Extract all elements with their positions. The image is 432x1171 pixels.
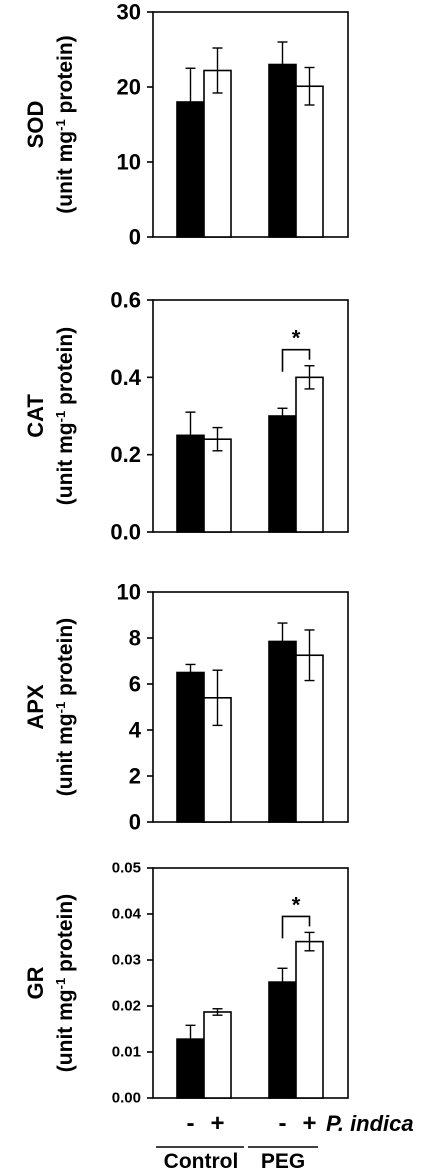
y-tick-label: 0.6: [110, 288, 141, 313]
significance-label: *: [292, 892, 301, 917]
plot-frame: [152, 11, 349, 238]
y-tick-label: 10: [117, 150, 141, 175]
significance-bracket: *: [281, 892, 311, 939]
error-bar: [185, 1024, 196, 1054]
plot-frame: [152, 591, 349, 823]
y-axis-title: GR: [23, 966, 48, 999]
error-bar: [185, 663, 196, 682]
error-bar: [212, 47, 223, 94]
y-tick-label: 0.04: [112, 906, 142, 923]
y-tick-label: 0.03: [112, 952, 141, 969]
bar-plus-control: [203, 1011, 232, 1099]
y-axis-unit: (unit mg-1 protein): [53, 894, 78, 1072]
bar-plus-peg: [295, 376, 324, 533]
y-tick-label: 0.05: [112, 860, 141, 877]
y-tick-label: 4: [129, 718, 142, 743]
significance-bracket: *: [281, 326, 311, 372]
error-bar: [277, 622, 288, 661]
error-bar: [304, 66, 315, 106]
error-bar: [277, 407, 288, 425]
error-bar: [212, 426, 223, 452]
y-tick-label: 0.00: [112, 1090, 141, 1107]
error-bar: [185, 67, 196, 137]
group-label-peg: PEG: [261, 1150, 305, 1171]
y-tick-label: 8: [129, 626, 141, 651]
error-bar: [212, 1008, 223, 1016]
error-bar: [304, 931, 315, 952]
bar-minus-peg: [268, 415, 297, 533]
treatment-mark: +: [210, 1110, 224, 1137]
error-bar: [212, 669, 223, 727]
bar-minus-peg: [268, 640, 297, 823]
bar-minus-control: [176, 671, 205, 823]
error-bar: [277, 41, 288, 88]
y-tick-label: 0.01: [112, 1044, 141, 1061]
y-axis-unit: (unit mg-1 protein): [53, 618, 78, 796]
treatment-mark: +: [302, 1110, 316, 1137]
y-tick-label: 0.0: [110, 520, 141, 545]
y-axis-title: APX: [23, 684, 48, 730]
panel-apx: 0 2 4 6 8 10 APX(unit mg-1 protein): [23, 580, 349, 835]
y-tick-label: 2: [129, 764, 141, 789]
panel-gr: 0.00 0.01 0.02 0.03 0.04 0.05 GR(unit mg-1 pro…: [23, 860, 349, 1107]
y-tick-label: 20: [117, 75, 141, 100]
plot-frame: [152, 299, 349, 533]
bar-minus-peg: [268, 63, 297, 238]
y-tick-label: 6: [129, 672, 141, 697]
bar-plus-control: [203, 696, 232, 823]
y-axis-unit: (unit mg-1 protein): [53, 35, 78, 213]
plot-frame: [152, 867, 349, 1099]
y-tick-label: 30: [117, 0, 141, 25]
treatment-label: P. indica: [326, 1111, 414, 1136]
error-bar: [304, 629, 315, 682]
treatment-mark: -: [279, 1110, 287, 1137]
bar-plus-peg: [295, 940, 324, 1099]
y-axis-title: SOD: [23, 101, 48, 149]
y-tick-label: 0.4: [110, 365, 141, 390]
y-axis-title: CAT: [23, 394, 48, 438]
treatment-mark: -: [187, 1110, 195, 1137]
significance-label: *: [292, 326, 301, 351]
y-tick-label: 0.02: [112, 998, 141, 1015]
panel-sod: 0 10 20 30 SOD(unit mg-1 protein): [23, 0, 349, 250]
y-axis-unit: (unit mg-1 protein): [53, 327, 78, 505]
y-tick-label: 0: [129, 225, 141, 250]
panel-cat: 0.0 0.2 0.4 0.6 CAT(unit mg-1 protein) *: [23, 288, 349, 545]
group-label-control: Control: [164, 1150, 239, 1171]
bar-plus-peg: [295, 654, 324, 823]
y-tick-label: 0: [129, 810, 141, 835]
error-bar: [304, 365, 315, 390]
y-tick-label: 10: [117, 580, 141, 605]
bar-plus-control: [203, 438, 232, 533]
error-bar: [277, 967, 288, 997]
y-tick-label: 0.2: [110, 442, 141, 467]
bar-minus-peg: [268, 981, 297, 1099]
bar-plus-peg: [295, 85, 324, 238]
error-bar: [185, 411, 196, 460]
bar-plus-control: [203, 69, 232, 238]
